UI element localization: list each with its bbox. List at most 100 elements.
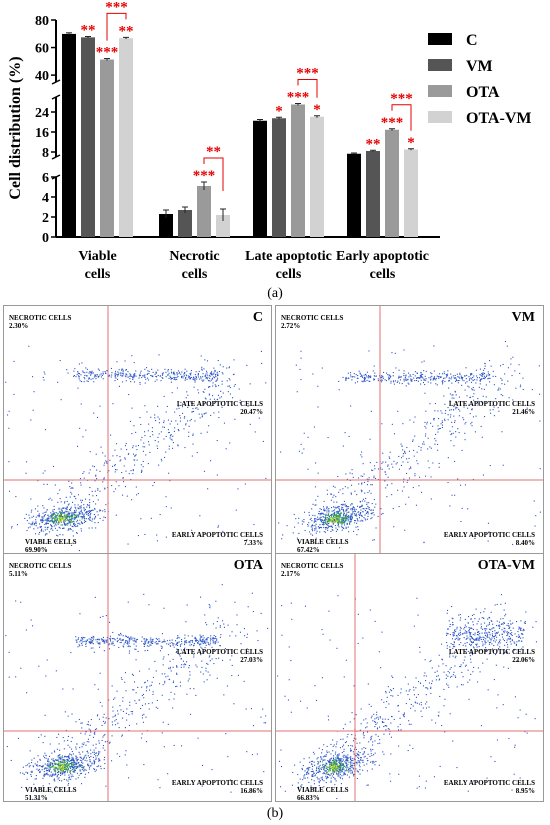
x-tick-label: cells bbox=[370, 267, 396, 282]
flow-panel-vm: VM NECROTIC CELLS 2.72% LATE APOPTOTIC CE… bbox=[275, 305, 545, 555]
late-apoptotic-quadrant: LATE APOPTOTIC CELLS 20.47% bbox=[177, 400, 263, 416]
x-tick-label: Early apoptotic bbox=[336, 249, 429, 264]
bar-c-3 bbox=[347, 153, 361, 237]
early-apoptotic-quadrant: EARLY APOPTOTIC CELLS 16.86% bbox=[172, 779, 263, 795]
necrotic-percent: 2.72% bbox=[281, 322, 301, 330]
early-apoptotic-percent: 8.40% bbox=[515, 539, 535, 547]
bar-vm-3 bbox=[366, 151, 380, 237]
legend-swatch-c bbox=[428, 33, 452, 45]
y-tick-label: 0 bbox=[42, 231, 49, 246]
plot-frame bbox=[275, 305, 544, 554]
bar-vm-0 bbox=[81, 37, 95, 237]
bracket-label: *** bbox=[105, 0, 128, 15]
bar-ota-1 bbox=[197, 186, 211, 237]
panel-a-label: (a) bbox=[267, 286, 283, 301]
y-tick-label: 4 bbox=[42, 191, 49, 206]
axis-break-mark bbox=[51, 154, 61, 160]
legend-label-ota: OTA bbox=[466, 84, 500, 101]
necrotic-quadrant: NECROTIC CELLS 2.30% bbox=[9, 314, 71, 330]
x-tick-label: cells bbox=[276, 267, 302, 282]
late-apoptotic-quadrant: LATE APOPTOTIC CELLS 27.03% bbox=[177, 648, 263, 664]
y-tick-label: 16 bbox=[35, 126, 49, 141]
early-apoptotic-percent: 7.33% bbox=[243, 539, 263, 547]
comparison-bracket bbox=[391, 104, 412, 131]
necrotic-percent: 5.11% bbox=[9, 570, 28, 578]
y-tick-label: 24 bbox=[35, 106, 49, 121]
significance-mark: *** bbox=[193, 168, 216, 184]
bar-ota-vm-0 bbox=[119, 38, 133, 237]
comparison-bracket bbox=[203, 157, 224, 191]
y-tick-label: 2 bbox=[42, 211, 49, 226]
bar-ota-2 bbox=[291, 104, 305, 237]
flow-panel-ota-vm: OTA-VM NECROTIC CELLS 2.17% LATE APOPTOTI… bbox=[275, 553, 545, 803]
flow-panel-ota: OTA NECROTIC CELLS 5.11% LATE APOPTOTIC C… bbox=[3, 553, 273, 803]
late-apoptotic-quadrant: LATE APOPTOTIC CELLS 21.46% bbox=[449, 400, 535, 416]
scatter-plot bbox=[3, 305, 272, 554]
flow-panel-c: C NECROTIC CELLS 2.30% LATE APOPTOTIC CEL… bbox=[3, 305, 273, 555]
panel-b-label: (b) bbox=[266, 806, 284, 821]
necrotic-label: NECROTIC CELLS bbox=[281, 562, 344, 570]
y-tick-label: 60 bbox=[35, 42, 49, 57]
comparison-bracket bbox=[297, 79, 318, 98]
y-tick-label: 80 bbox=[35, 14, 49, 29]
late-apoptotic-label: LATE APOPTOTIC CELLS bbox=[176, 400, 263, 408]
x-tick-label: Necrotic bbox=[169, 249, 219, 264]
significance-mark: *** bbox=[381, 115, 404, 131]
late-apoptotic-percent: 20.47% bbox=[240, 408, 263, 416]
bar-ota-vm-2 bbox=[310, 116, 324, 237]
necrotic-quadrant: NECROTIC CELLS 2.17% bbox=[281, 562, 343, 578]
early-apoptotic-quadrant: EARLY APOPTOTIC CELLS 8.40% bbox=[444, 531, 535, 547]
flow-panel-title: OTA-VM bbox=[477, 558, 535, 573]
legend-label-c: C bbox=[466, 32, 478, 49]
significance-mark: ** bbox=[366, 136, 381, 152]
event-dots bbox=[5, 584, 269, 800]
viable-quadrant: VIABLE CELLS 69.90% bbox=[25, 538, 77, 554]
significance-mark: * bbox=[407, 135, 415, 151]
necrotic-label: NECROTIC CELLS bbox=[9, 314, 72, 322]
bracket-label: *** bbox=[390, 91, 413, 107]
bracket-label: *** bbox=[296, 66, 319, 82]
scatter-plot bbox=[275, 553, 544, 802]
x-tick-label: Viable bbox=[78, 249, 116, 264]
flow-panel-title: OTA bbox=[233, 558, 263, 573]
y-tick-label: 40 bbox=[35, 69, 49, 84]
late-apoptotic-label: LATE APOPTOTIC CELLS bbox=[448, 400, 535, 408]
x-tick-label: cells bbox=[182, 267, 208, 282]
legend-swatch-ota bbox=[428, 85, 452, 97]
necrotic-label: NECROTIC CELLS bbox=[281, 314, 344, 322]
significance-mark: *** bbox=[287, 90, 310, 106]
viable-percent: 69.90% bbox=[25, 546, 48, 554]
y-tick-label: 6 bbox=[42, 171, 49, 186]
significance-mark: ** bbox=[119, 23, 134, 39]
early-apoptotic-quadrant: EARLY APOPTOTIC CELLS 7.33% bbox=[172, 531, 263, 547]
bar-ota-vm-3 bbox=[404, 149, 418, 237]
significance-mark: ** bbox=[81, 23, 96, 39]
late-apoptotic-label: LATE APOPTOTIC CELLS bbox=[448, 648, 535, 656]
bar-ota-vm-1 bbox=[216, 215, 230, 237]
flow-panel-title: C bbox=[252, 310, 263, 325]
necrotic-quadrant: NECROTIC CELLS 5.11% bbox=[9, 562, 71, 578]
event-dots bbox=[277, 594, 537, 800]
legend-label-vm: VM bbox=[466, 58, 493, 75]
scatter-plot bbox=[275, 305, 544, 554]
event-dots bbox=[278, 341, 541, 549]
viable-label: VIABLE CELLS bbox=[297, 786, 349, 794]
legend-label-ota-vm: OTA-VM bbox=[466, 110, 531, 127]
significance-mark: * bbox=[275, 103, 283, 119]
necrotic-label: NECROTIC CELLS bbox=[9, 562, 72, 570]
early-apoptotic-label: EARLY APOPTOTIC CELLS bbox=[443, 779, 535, 787]
late-apoptotic-percent: 22.06% bbox=[512, 656, 535, 664]
viable-percent: 66.83% bbox=[297, 794, 320, 802]
early-apoptotic-percent: 16.86% bbox=[240, 787, 263, 795]
early-apoptotic-label: EARLY APOPTOTIC CELLS bbox=[443, 531, 535, 539]
y-axis-label: Cell distribution (%) bbox=[7, 56, 24, 199]
viable-label: VIABLE CELLS bbox=[297, 538, 349, 546]
legend-swatch-ota-vm bbox=[428, 111, 452, 123]
late-apoptotic-percent: 27.03% bbox=[240, 656, 263, 664]
scatter-plot bbox=[3, 553, 272, 802]
late-apoptotic-percent: 21.46% bbox=[512, 408, 535, 416]
bracket-label: ** bbox=[206, 144, 221, 160]
bar-c-2 bbox=[253, 120, 267, 237]
necrotic-quadrant: NECROTIC CELLS 2.72% bbox=[281, 314, 343, 330]
